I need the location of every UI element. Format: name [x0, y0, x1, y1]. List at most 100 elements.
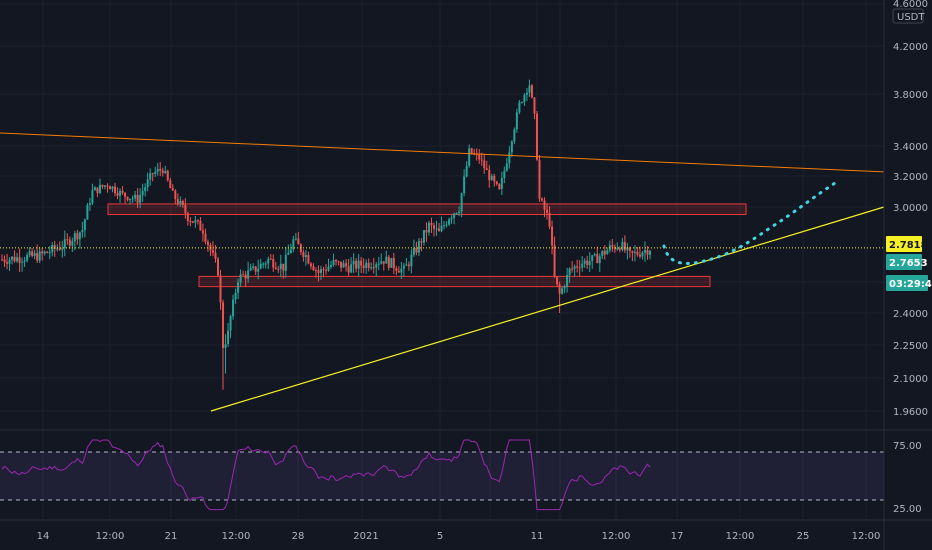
candle-body: [578, 267, 581, 269]
candle-body: [503, 170, 506, 178]
candle-body: [523, 94, 526, 103]
time-axis[interactable]: 14 12:00 21 12:00 28 12:00 2021 5 12:00 11 12:00 17…: [0, 519, 932, 542]
rsi-line: [1, 439, 651, 511]
candle-body: [488, 170, 491, 181]
candle-body: [96, 187, 99, 194]
candle-body: [646, 249, 649, 255]
candle-body: [485, 168, 488, 171]
price-tag: [886, 275, 928, 291]
candle-body: [252, 266, 255, 268]
candle-body: [282, 263, 285, 271]
candle-body: [297, 238, 300, 245]
candle-body: [81, 229, 84, 233]
candle-body: [598, 256, 601, 264]
candle-body: [498, 184, 501, 190]
candle-body: [156, 168, 159, 172]
candle-body: [530, 85, 533, 98]
candle-body: [618, 248, 621, 250]
candle-body: [500, 177, 503, 190]
candle-body: [445, 224, 448, 226]
time-tick-label: 2021: [353, 531, 378, 542]
candle-body: [21, 261, 24, 263]
time-tick-label: 12:00: [222, 531, 251, 542]
candle-body: [217, 258, 219, 276]
candle-body: [407, 264, 410, 267]
candle-body: [566, 274, 569, 287]
candle-body: [493, 175, 496, 182]
candle-body: [254, 266, 257, 272]
candle-body: [390, 258, 393, 268]
candle-body: [91, 190, 94, 204]
candle-body: [392, 258, 395, 269]
candle-body: [86, 204, 89, 220]
candle-body: [450, 217, 453, 220]
price-tick-label: 3.0000: [893, 203, 928, 214]
candle-body: [66, 239, 69, 241]
support-zone: [198, 275, 711, 288]
price-tick-label: 3.8000: [893, 90, 928, 101]
candle-body: [470, 148, 473, 154]
price-tag-label: 2.7818: [889, 240, 928, 251]
candle-body: [269, 258, 272, 260]
candle-body: [26, 255, 29, 261]
candle-body: [596, 254, 599, 264]
candle-body: [106, 185, 109, 187]
candle-body: [352, 260, 355, 265]
candle-body: [154, 171, 157, 174]
candle-body: [422, 230, 425, 243]
candle-body: [109, 186, 111, 190]
candle-body: [319, 269, 322, 274]
candle-body: [372, 267, 375, 269]
candle-body: [46, 251, 49, 253]
time-tick-label: 5: [437, 531, 443, 542]
price-tags: 2.7818 2.7653 03:29:42: [886, 236, 932, 291]
candle-body: [347, 266, 350, 273]
candle-body: [176, 199, 179, 204]
candle-body: [93, 187, 96, 191]
candle-body: [73, 233, 76, 242]
candle-body: [593, 254, 596, 256]
rsi-band-fill: [0, 452, 884, 500]
candle-body: [48, 252, 51, 254]
candle-body: [345, 263, 348, 267]
candle-body: [420, 241, 423, 243]
candle-body: [259, 263, 262, 269]
candle-body: [169, 180, 172, 189]
candle-body: [279, 263, 282, 270]
candle-body: [387, 256, 390, 268]
candle-body: [616, 248, 619, 250]
candle-body: [583, 260, 586, 264]
candle-body: [335, 260, 338, 262]
candle-body: [415, 247, 418, 253]
price-tick-label: 2.2500: [893, 341, 928, 352]
time-tick-label: 12:00: [321, 531, 350, 542]
candle-body: [643, 249, 646, 253]
candle-body: [314, 270, 317, 272]
candle-body: [129, 198, 132, 201]
candle-body: [327, 266, 330, 271]
time-tick-label: 12:00: [726, 531, 755, 542]
candle-body: [325, 269, 327, 271]
candle-body: [237, 282, 240, 293]
time-tick-label: 28: [292, 531, 305, 542]
candle-body: [199, 220, 202, 231]
candle-body: [370, 267, 373, 269]
candle-body: [636, 251, 639, 255]
candle-body: [51, 245, 54, 253]
candle-body: [78, 232, 81, 240]
candle-body: [568, 268, 571, 275]
candle-body: [274, 267, 277, 269]
candle-body: [136, 194, 139, 203]
candle-body: [443, 225, 446, 227]
candle-body: [573, 266, 576, 269]
candle-body: [515, 112, 518, 130]
candle-body: [101, 184, 104, 187]
candle-body: [438, 228, 441, 232]
candle-body: [272, 258, 275, 268]
candles: [1, 79, 651, 390]
candle-body: [284, 254, 287, 271]
drawings-back: [107, 203, 747, 288]
candle-body: [427, 222, 430, 233]
